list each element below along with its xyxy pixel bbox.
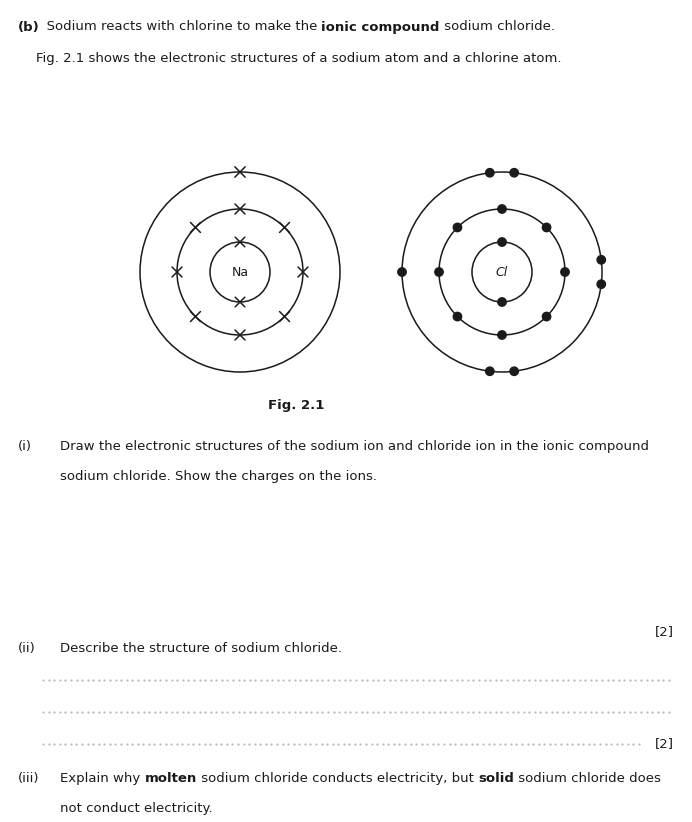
Circle shape xyxy=(498,298,507,307)
Text: (i): (i) xyxy=(18,440,32,453)
Text: ionic compound: ionic compound xyxy=(321,21,439,34)
Circle shape xyxy=(543,312,551,321)
Text: molten: molten xyxy=(145,772,197,785)
Circle shape xyxy=(435,268,443,276)
Text: Na: Na xyxy=(231,266,248,279)
Text: Cl: Cl xyxy=(496,266,508,279)
Text: [2]: [2] xyxy=(655,737,674,750)
Circle shape xyxy=(453,224,462,232)
Text: Fig. 2.1 shows the electronic structures of a sodium atom and a chlorine atom.: Fig. 2.1 shows the electronic structures… xyxy=(36,52,561,64)
Text: [2]: [2] xyxy=(655,625,674,638)
Circle shape xyxy=(486,367,494,376)
Text: Explain why: Explain why xyxy=(60,772,145,785)
Text: solid: solid xyxy=(478,772,513,785)
Text: Sodium reacts with chlorine to make the: Sodium reacts with chlorine to make the xyxy=(39,21,321,34)
Circle shape xyxy=(510,169,518,177)
Text: Fig. 2.1: Fig. 2.1 xyxy=(268,399,324,412)
Circle shape xyxy=(561,268,570,276)
Text: (ii): (ii) xyxy=(18,642,36,655)
Circle shape xyxy=(453,312,462,321)
Circle shape xyxy=(498,238,507,247)
Text: sodium chloride does: sodium chloride does xyxy=(513,772,661,785)
Text: sodium chloride conducts electricity, but: sodium chloride conducts electricity, bu… xyxy=(197,772,478,785)
Circle shape xyxy=(597,280,606,289)
Text: not conduct electricity.: not conduct electricity. xyxy=(60,802,212,815)
Circle shape xyxy=(498,330,507,339)
Text: Draw the electronic structures of the sodium ion and chloride ion in the ionic c: Draw the electronic structures of the so… xyxy=(60,440,649,453)
Circle shape xyxy=(597,256,606,264)
Text: (b): (b) xyxy=(18,21,39,34)
Circle shape xyxy=(543,224,551,232)
Circle shape xyxy=(498,205,507,213)
Text: sodium chloride.: sodium chloride. xyxy=(439,21,555,34)
Circle shape xyxy=(510,367,518,376)
Circle shape xyxy=(486,169,494,177)
Text: (iii): (iii) xyxy=(18,772,39,785)
Text: sodium chloride. Show the charges on the ions.: sodium chloride. Show the charges on the… xyxy=(60,470,377,483)
Text: Describe the structure of sodium chloride.: Describe the structure of sodium chlorid… xyxy=(60,642,342,655)
Circle shape xyxy=(398,268,406,276)
